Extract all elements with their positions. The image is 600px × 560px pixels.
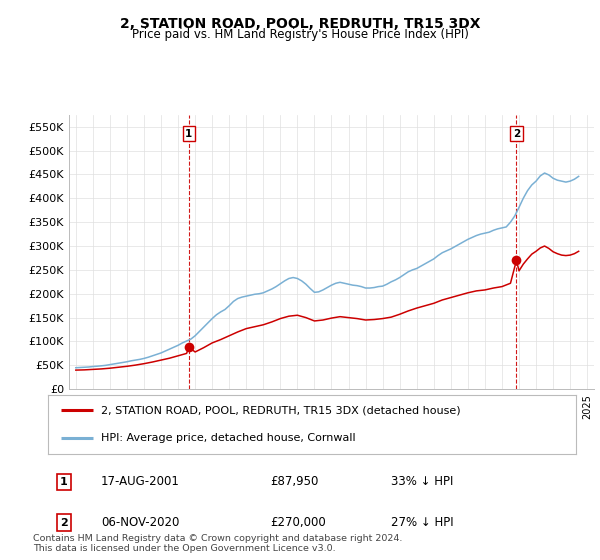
Text: 06-NOV-2020: 06-NOV-2020 <box>101 516 179 529</box>
Text: Price paid vs. HM Land Registry's House Price Index (HPI): Price paid vs. HM Land Registry's House … <box>131 28 469 41</box>
Text: 33% ↓ HPI: 33% ↓ HPI <box>391 475 454 488</box>
Text: 1: 1 <box>185 129 193 139</box>
Text: 27% ↓ HPI: 27% ↓ HPI <box>391 516 454 529</box>
Text: 2, STATION ROAD, POOL, REDRUTH, TR15 3DX (detached house): 2, STATION ROAD, POOL, REDRUTH, TR15 3DX… <box>101 405 460 415</box>
Text: 2, STATION ROAD, POOL, REDRUTH, TR15 3DX: 2, STATION ROAD, POOL, REDRUTH, TR15 3DX <box>120 17 480 31</box>
Text: £270,000: £270,000 <box>270 516 326 529</box>
Text: £87,950: £87,950 <box>270 475 318 488</box>
Text: 2: 2 <box>513 129 520 139</box>
Text: HPI: Average price, detached house, Cornwall: HPI: Average price, detached house, Corn… <box>101 433 355 444</box>
Text: 2: 2 <box>60 517 68 528</box>
Text: 17-AUG-2001: 17-AUG-2001 <box>101 475 179 488</box>
Text: Contains HM Land Registry data © Crown copyright and database right 2024.
This d: Contains HM Land Registry data © Crown c… <box>33 534 403 553</box>
Text: 1: 1 <box>60 477 68 487</box>
